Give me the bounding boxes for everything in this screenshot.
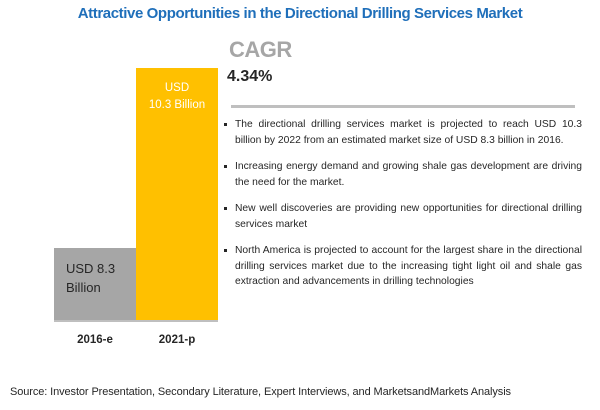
bullet-square-icon — [224, 165, 227, 168]
bullet-item: Increasing energy demand and growing sha… — [224, 159, 582, 190]
cagr-value: 4.34% — [227, 68, 273, 85]
data-label-2016-e: Billion — [66, 280, 101, 295]
data-label-2021-p: USD — [165, 82, 189, 94]
bullet-square-icon — [224, 249, 227, 252]
source-note: Source: Investor Presentation, Secondary… — [10, 386, 511, 398]
x-tick-label: 2021-p — [159, 334, 195, 346]
bullet-item: The directional drilling services market… — [224, 117, 582, 148]
bar-2016-e — [54, 248, 136, 320]
data-label-2016-e: USD 8.3 — [66, 261, 115, 276]
bullet-item: North America is projected to account fo… — [224, 243, 582, 290]
bullet-text: The directional drilling services market… — [235, 119, 582, 146]
bullet-square-icon — [224, 207, 227, 210]
bullet-square-icon — [224, 123, 227, 126]
chart-title: Attractive Opportunities in the Directio… — [77, 5, 523, 22]
separator-line — [231, 105, 575, 108]
data-label-2021-p: 10.3 Billion — [149, 99, 205, 111]
x-tick-label: 2016-e — [77, 334, 113, 346]
key-findings-list: The directional drilling services market… — [224, 117, 582, 301]
bullet-text: New well discoveries are providing new o… — [235, 203, 582, 230]
bullet-text: Increasing energy demand and growing sha… — [235, 161, 582, 188]
bullet-text: North America is projected to account fo… — [235, 245, 582, 287]
cagr-label: CAGR — [229, 37, 292, 62]
bar-2021-p — [136, 68, 218, 320]
bullet-item: New well discoveries are providing new o… — [224, 201, 582, 232]
